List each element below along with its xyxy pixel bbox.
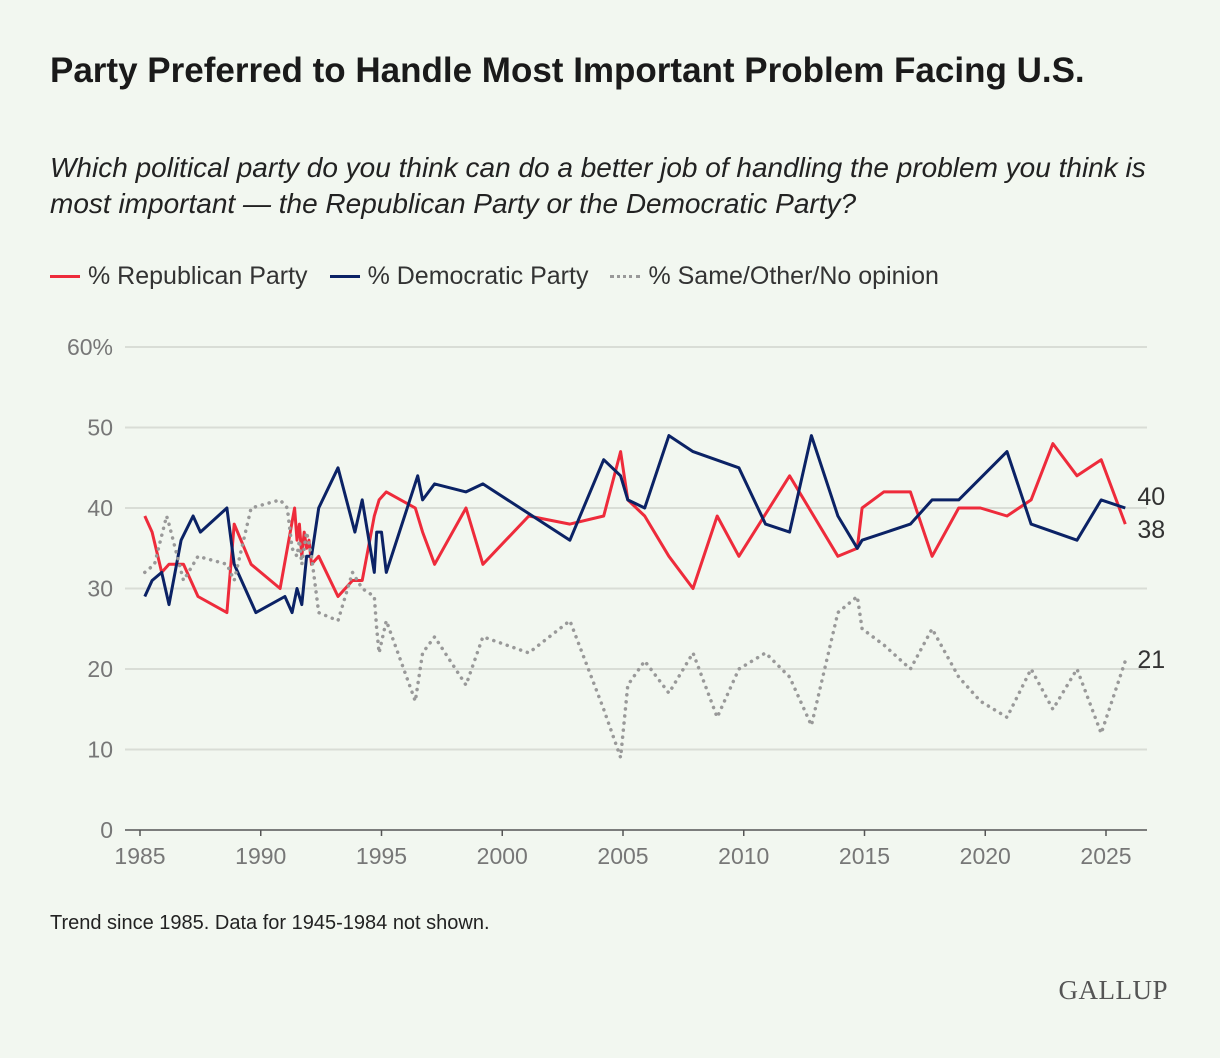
y-tick-label: 0 xyxy=(100,817,113,843)
x-tick-label: 1985 xyxy=(114,843,165,869)
x-tick-label: 2020 xyxy=(960,843,1011,869)
x-tick-label: 2010 xyxy=(718,843,769,869)
legend-item-democratic: % Democratic Party xyxy=(329,262,589,291)
chart-title: Party Preferred to Handle Most Important… xyxy=(50,51,1085,90)
y-tick-label: 50 xyxy=(87,415,113,441)
y-tick-label: 60% xyxy=(67,334,113,360)
x-tick-label: 2015 xyxy=(839,843,890,869)
legend-swatch-other xyxy=(610,275,641,278)
series-line-republican xyxy=(143,442,1127,615)
legend-label-republican: % Republican Party xyxy=(88,262,308,290)
legend-swatch-democratic xyxy=(329,275,360,278)
series-line-democratic xyxy=(143,434,1126,615)
y-tick-label: 40 xyxy=(87,495,113,521)
legend-label-democratic: % Democratic Party xyxy=(367,262,589,290)
legend-label-other: % Same/Other/No opinion xyxy=(648,262,939,290)
chart-subtitle: Which political party do you think can d… xyxy=(50,152,1146,219)
x-tick-label: 2025 xyxy=(1080,843,1131,869)
x-tick-label: 1995 xyxy=(356,843,407,869)
gallup-logo: GALLUP xyxy=(1058,975,1168,1005)
end-label-republican: 38 xyxy=(1137,516,1165,544)
footnote: Trend since 1985. Data for 1945-1984 not… xyxy=(50,912,490,934)
legend-item-other: % Same/Other/No opinion xyxy=(610,262,939,291)
y-tick-label: 20 xyxy=(87,656,113,682)
x-tick-label: 2005 xyxy=(597,843,648,869)
y-tick-label: 30 xyxy=(87,576,113,602)
x-tick-label: 1990 xyxy=(235,843,286,869)
end-label-other: 21 xyxy=(1137,646,1165,674)
legend-item-republican: % Republican Party xyxy=(50,262,308,291)
legend-swatch-republican xyxy=(50,275,80,278)
series-line-other xyxy=(143,498,1128,760)
x-tick-label: 2000 xyxy=(477,843,528,869)
end-label-democratic: 40 xyxy=(1137,483,1165,511)
y-tick-label: 10 xyxy=(87,737,113,763)
legend: % Republican Party % Democratic Party % … xyxy=(50,262,961,291)
